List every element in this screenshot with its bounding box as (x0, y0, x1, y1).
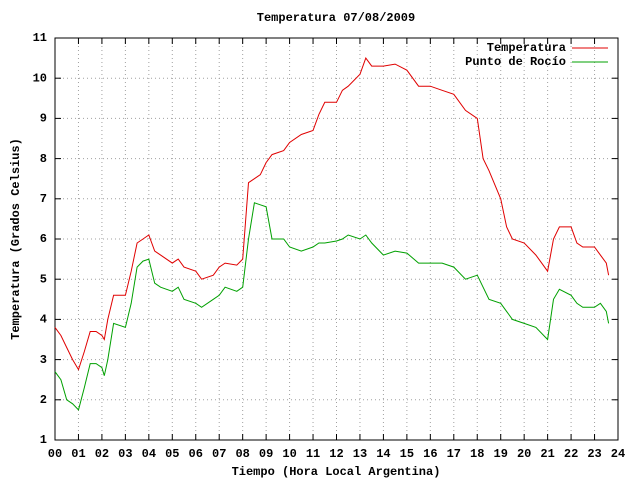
x-axis-label: Tiempo (Hora Local Argentina) (232, 465, 441, 479)
y-tick-label: 2 (40, 393, 47, 407)
x-tick-label: 22 (564, 447, 578, 461)
x-tick-label: 15 (400, 447, 414, 461)
y-tick-label: 1 (40, 433, 47, 447)
y-tick-label: 11 (33, 31, 47, 45)
y-tick-label: 9 (40, 112, 47, 126)
x-tick-label: 23 (587, 447, 601, 461)
x-tick-label: 18 (470, 447, 484, 461)
x-tick-label: 01 (71, 447, 85, 461)
y-tick-label: 4 (40, 313, 47, 327)
x-tick-label: 12 (329, 447, 343, 461)
x-tick-label: 07 (212, 447, 226, 461)
y-tick-label: 3 (40, 353, 47, 367)
x-tick-label: 17 (447, 447, 461, 461)
chart-title: Temperatura 07/08/2009 (257, 11, 415, 25)
x-tick-label: 05 (165, 447, 179, 461)
x-tick-label: 06 (189, 447, 203, 461)
legend-label: Temperatura (487, 41, 566, 55)
x-tick-label: 21 (540, 447, 554, 461)
x-tick-label: 00 (48, 447, 62, 461)
series-line (54, 202, 610, 411)
x-tick-label: 10 (282, 447, 296, 461)
series-line (54, 57, 610, 371)
x-tick-label: 08 (235, 447, 249, 461)
x-tick-label: 09 (259, 447, 273, 461)
y-tick-label: 7 (40, 192, 47, 206)
x-tick-label: 13 (353, 447, 367, 461)
x-tick-label: 02 (95, 447, 109, 461)
x-tick-label: 14 (376, 447, 390, 461)
x-tick-label: 03 (118, 447, 132, 461)
x-tick-label: 11 (306, 447, 320, 461)
x-tick-label: 16 (423, 447, 437, 461)
x-tick-label: 04 (142, 447, 156, 461)
x-tick-label: 19 (494, 447, 508, 461)
x-tick-label: 20 (517, 447, 531, 461)
legend-label: Punto de Rocío (465, 55, 566, 69)
x-tick-label: 24 (611, 447, 625, 461)
y-tick-label: 8 (40, 152, 47, 166)
y-axis-label: Temperatura (Grados Celsius) (9, 138, 23, 340)
y-tick-label: 6 (40, 232, 47, 246)
plot-frame (54, 37, 619, 441)
y-tick-label: 10 (33, 71, 47, 85)
y-tick-label: 5 (40, 272, 47, 286)
